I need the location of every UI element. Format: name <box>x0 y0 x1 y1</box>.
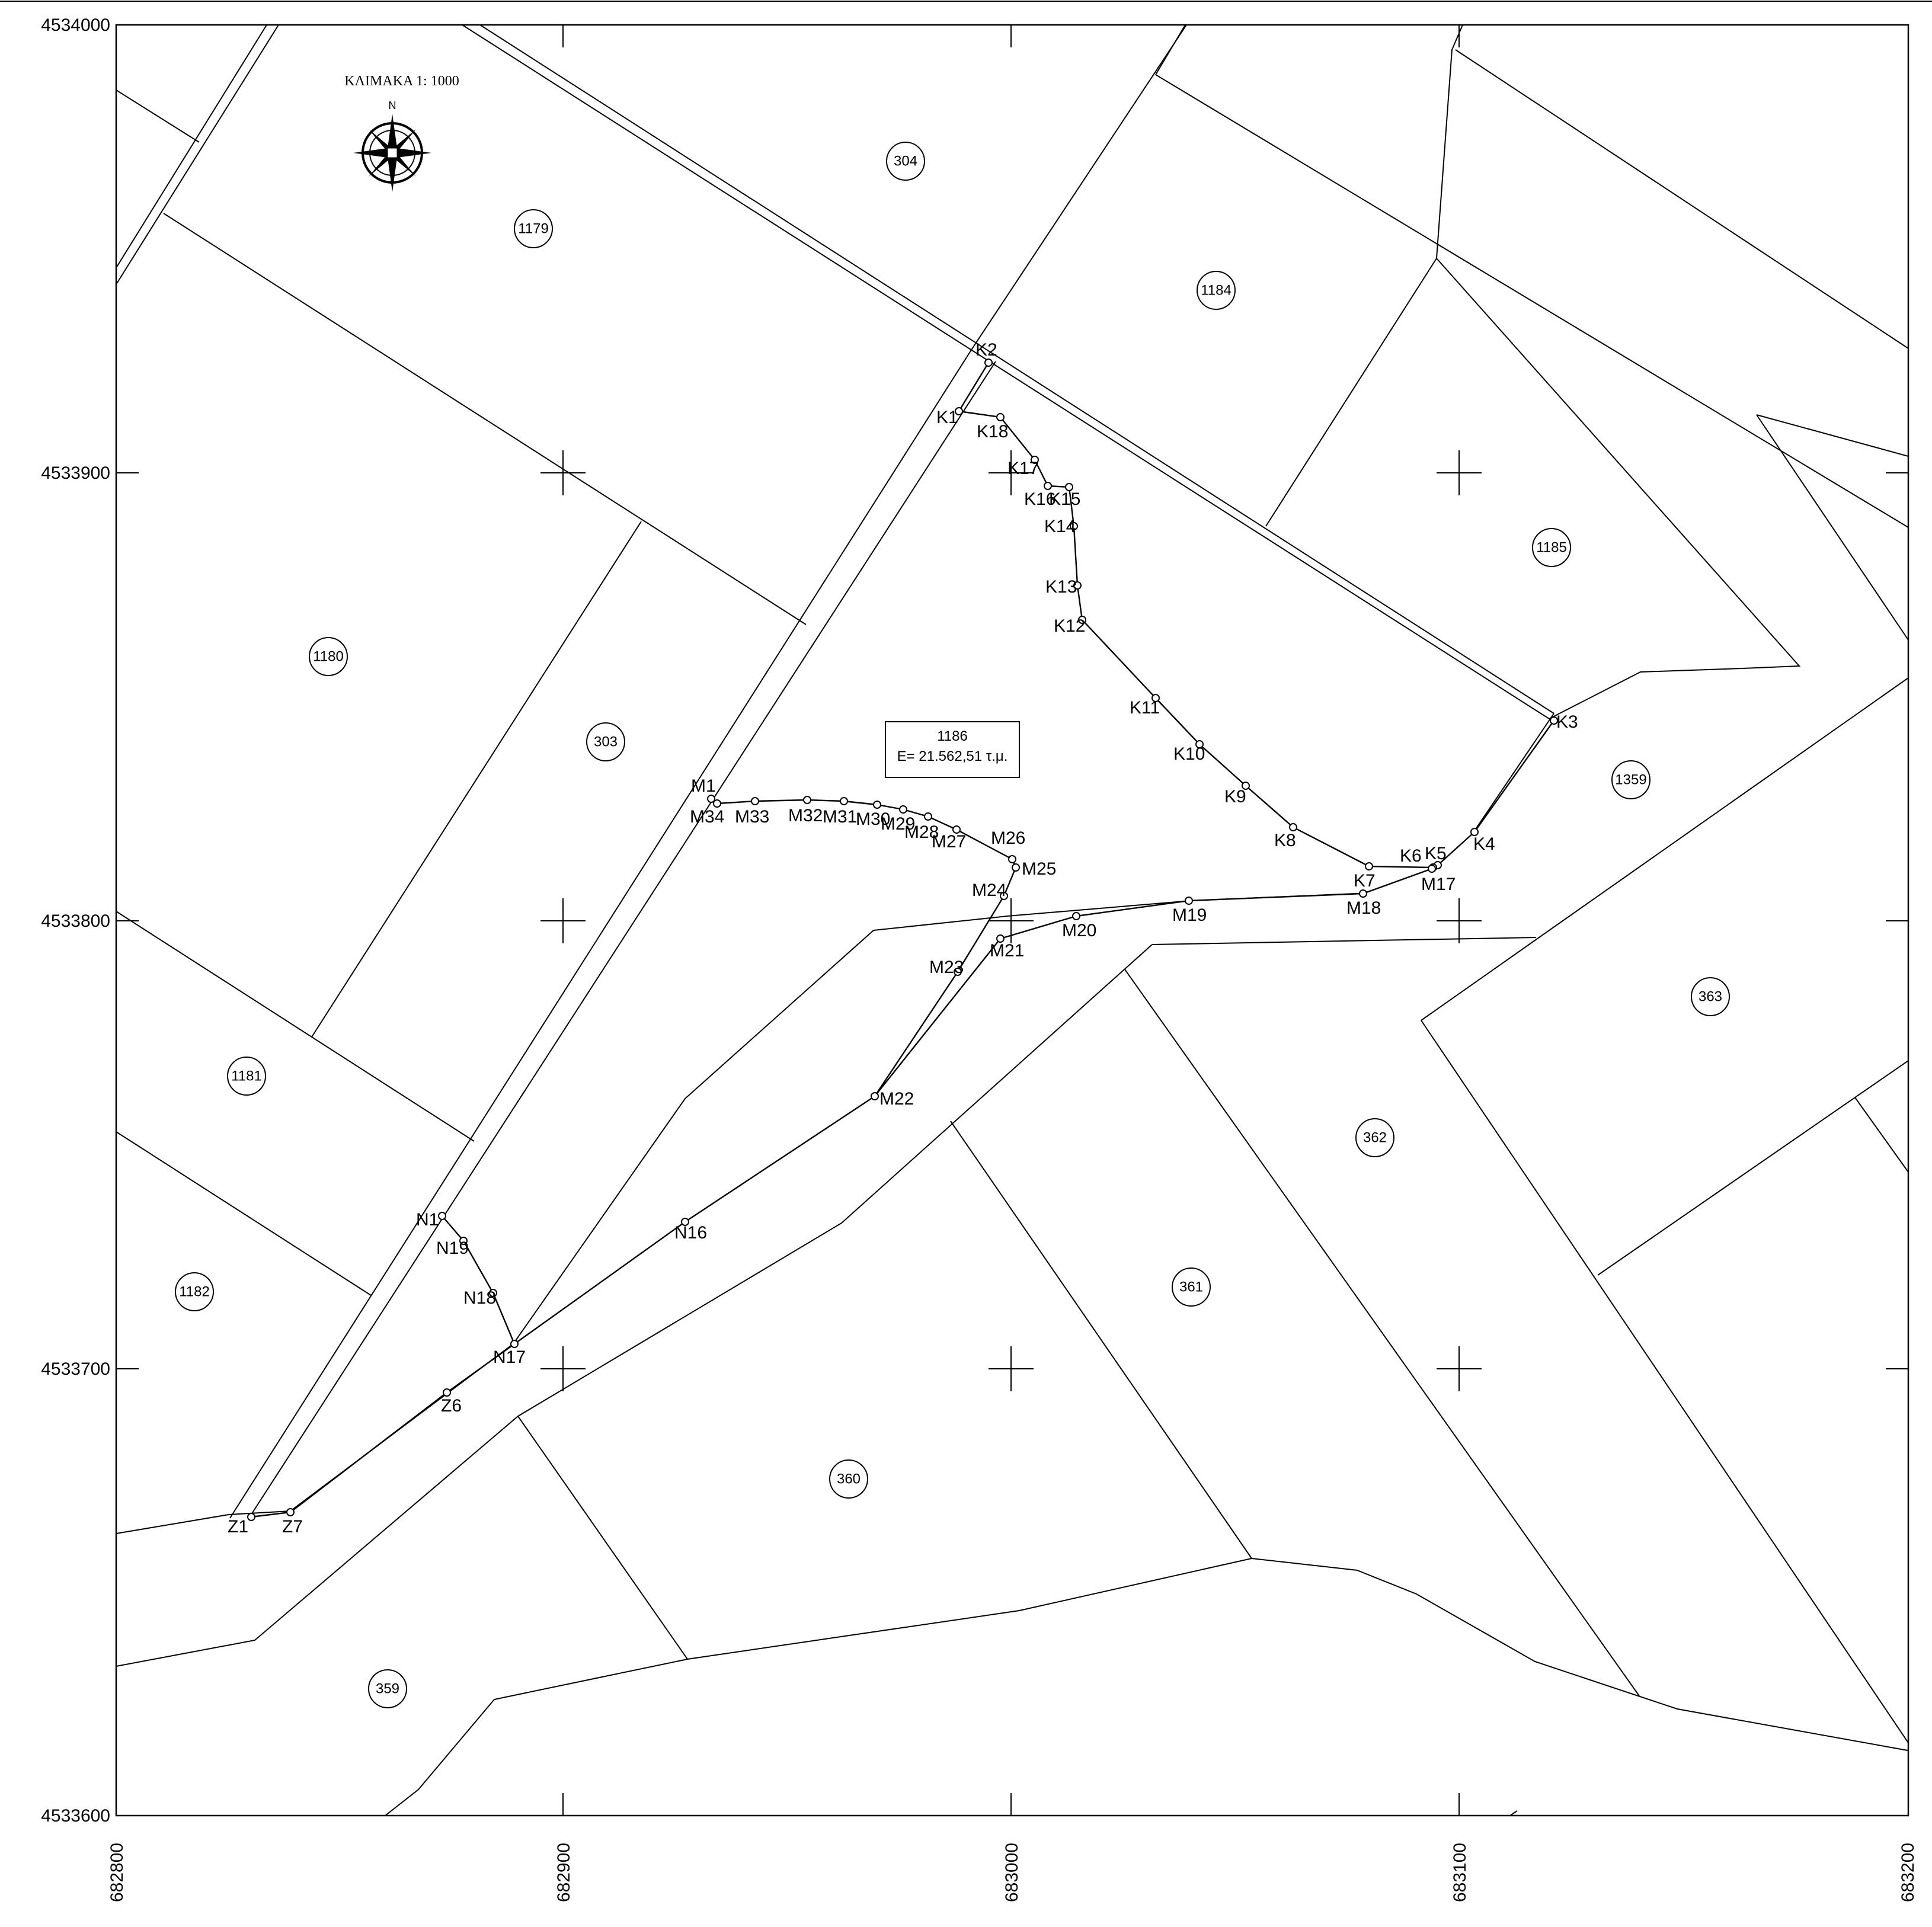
parcel-number: 363 <box>1691 977 1730 1016</box>
vertex-label: M34 <box>690 807 724 827</box>
vertex-label: M23 <box>929 958 964 977</box>
svg-text:303: 303 <box>594 734 618 750</box>
vertex-label: M20 <box>1062 921 1096 940</box>
parcel-number: 1182 <box>175 1272 214 1311</box>
parcel-number: 1185 <box>1532 528 1571 567</box>
vertex-label: K14 <box>1044 517 1076 536</box>
vertex-label: M26 <box>991 828 1025 848</box>
x-axis-labels: 682800 682900 683000 683100 683200 <box>107 1843 1918 1902</box>
vertex-label: K18 <box>977 422 1008 441</box>
vertex-label: K1 <box>936 408 958 427</box>
vertex-labels: K1 K2 K3 K4 K5 K6 K7 K8 K9 K10 K11 K12 K… <box>228 340 1578 1537</box>
svg-text:1184: 1184 <box>1201 283 1232 299</box>
vertex-label: K9 <box>1224 787 1246 806</box>
vertex-label: N17 <box>493 1347 526 1367</box>
vertex-label: M18 <box>1346 898 1381 918</box>
vertex-label: N16 <box>674 1223 707 1243</box>
parcel-number: 361 <box>1172 1267 1211 1307</box>
svg-text:1359: 1359 <box>1615 772 1646 788</box>
vertex-label: M22 <box>879 1089 914 1109</box>
y-tick-label: 4534000 <box>41 15 110 35</box>
scale-label: ΚΛΙΜΑΚΑ 1: 1000 <box>344 73 459 89</box>
parcel-1186-boundary <box>251 362 1554 1518</box>
vertex-label: M31 <box>823 807 857 827</box>
y-tick-label: 4533700 <box>41 1359 110 1379</box>
vertex-label: K17 <box>1007 459 1039 478</box>
vertex-label: K7 <box>1354 871 1376 891</box>
vertex-label: K12 <box>1054 616 1085 636</box>
vertex-label: K5 <box>1425 844 1447 863</box>
svg-text:362: 362 <box>1363 1130 1387 1146</box>
x-tick-label: 683100 <box>1450 1843 1470 1902</box>
vertex-label: M28 <box>904 822 939 842</box>
x-tick-label: 683000 <box>1002 1843 1022 1902</box>
x-tick-label: 682800 <box>107 1843 127 1902</box>
parcel-boundaries <box>116 25 1908 1816</box>
x-tick-label: 682900 <box>554 1843 574 1902</box>
vertex-label: K3 <box>1556 712 1578 732</box>
svg-text:1179: 1179 <box>518 221 549 237</box>
y-tick-label: 4533900 <box>41 463 110 483</box>
y-tick-label: 4533600 <box>41 1806 110 1826</box>
parcel-number: 359 <box>368 1669 407 1708</box>
vertex-label: Z1 <box>228 1517 248 1537</box>
vertex-label: K11 <box>1130 698 1160 718</box>
y-axis-labels: 4534000 4533900 4533800 4533700 4533600 <box>41 15 110 1826</box>
vertex-label: M17 <box>1421 875 1456 894</box>
svg-text:1185: 1185 <box>1536 540 1567 556</box>
x-tick-label: 683200 <box>1898 1843 1918 1902</box>
parcel-number: 1359 <box>1611 760 1650 799</box>
vertex-label: K16 <box>1024 489 1055 509</box>
vertex-label: M29 <box>881 814 915 834</box>
parcel-number: 1179 <box>514 209 553 248</box>
parcel-number: 1181 <box>227 1057 266 1096</box>
svg-text:1180: 1180 <box>313 649 344 665</box>
vertex-label: M25 <box>1022 859 1056 879</box>
vertex-label: M27 <box>932 832 966 852</box>
vertex-label: M33 <box>735 807 769 827</box>
vertex-label: K10 <box>1173 744 1205 764</box>
north-label: N <box>389 100 396 111</box>
vertex-label: M24 <box>972 881 1006 900</box>
vertex-label: M32 <box>788 806 823 825</box>
svg-text:360: 360 <box>837 1471 861 1487</box>
svg-text:361: 361 <box>1179 1279 1203 1295</box>
parcel-number: 304 <box>886 142 925 181</box>
svg-text:359: 359 <box>376 1681 399 1697</box>
parcel-number: 360 <box>829 1459 868 1499</box>
svg-text:363: 363 <box>1699 989 1722 1005</box>
parcel-number: 303 <box>586 722 625 761</box>
parcel-number: 1180 <box>309 637 348 676</box>
vertex-label: M19 <box>1172 905 1207 925</box>
vertex-points <box>247 358 1558 1521</box>
vertex-label: K6 <box>1400 846 1422 866</box>
vertex-label: N1 <box>416 1210 439 1230</box>
vertex-label: K4 <box>1473 834 1495 854</box>
vertex-label: K15 <box>1049 489 1080 509</box>
vertex-label: N19 <box>436 1238 469 1258</box>
parcel-number: 1184 <box>1197 271 1236 310</box>
svg-text:304: 304 <box>894 153 917 169</box>
parcel-number: 362 <box>1355 1118 1394 1157</box>
svg-text:1181: 1181 <box>231 1068 262 1084</box>
main-parcel-number: 1186 <box>937 728 968 744</box>
main-parcel-area: E= 21.562,51 τ.μ. <box>897 748 1008 764</box>
vertex-label: Z7 <box>282 1517 303 1537</box>
vertex-label: K8 <box>1274 831 1296 850</box>
north-arrow-icon: N <box>353 100 431 192</box>
svg-text:1182: 1182 <box>179 1284 210 1300</box>
vertex-label: Z6 <box>441 1396 462 1416</box>
vertex-label: N18 <box>463 1288 496 1308</box>
vertex-label: K2 <box>975 340 997 360</box>
y-tick-label: 4533800 <box>41 911 110 931</box>
vertex-label: M21 <box>990 941 1024 961</box>
vertex-label: K13 <box>1045 577 1077 597</box>
vertex-label: M30 <box>856 809 890 829</box>
parcel-1186-label-box: 1186 E= 21.562,51 τ.μ. <box>885 721 1020 778</box>
grid-crosses <box>116 25 1908 1816</box>
vertex-label: M1 <box>691 776 716 796</box>
parcel-numbers: 304 1179 1184 1185 1180 303 1359 363 118… <box>175 142 1730 1708</box>
